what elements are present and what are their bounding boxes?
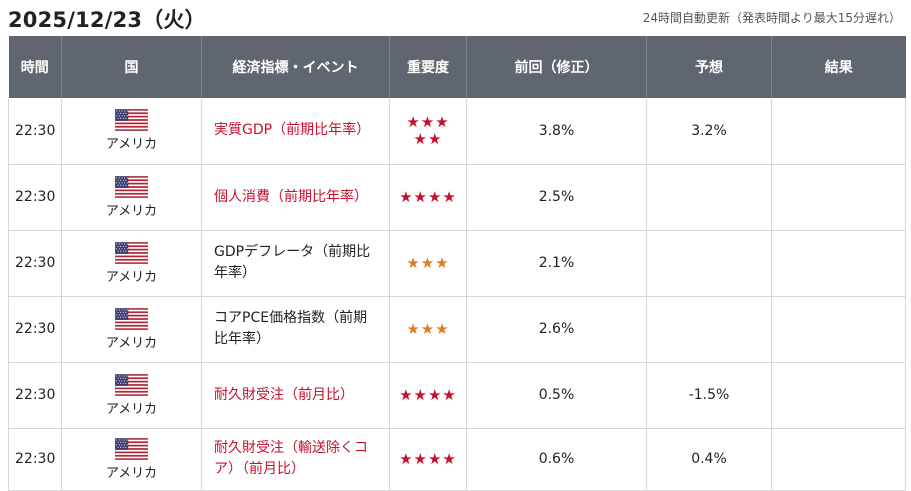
importance-stars-icon: ★★★★ (399, 449, 457, 468)
country-cell: アメリカ (61, 362, 202, 429)
country-name: アメリカ (105, 137, 158, 153)
table-row: 22:30 アメリカ 個人消 (8, 164, 906, 231)
country-cell: アメリカ (61, 98, 202, 165)
previous-value: 2.5% (466, 164, 647, 231)
us-flag-icon (115, 307, 148, 330)
forecast-value (646, 230, 772, 297)
time-cell: 22:30 (8, 98, 62, 165)
importance-cell: ★★★ (389, 296, 467, 363)
event-name: 実質GDP（前期比年率） (201, 98, 390, 165)
event-name: 耐久財受注（輸送除くコア）（前月比） (201, 428, 390, 491)
country-cell: アメリカ (61, 428, 202, 491)
page-title: 2025/12/23（火） (8, 8, 206, 32)
column-header-result: 結果 (771, 36, 906, 98)
importance-cell: ★★★★ (389, 362, 467, 429)
table-header-row: 時間 国 経済指標・イベント 重要度 前回（修正） 予想 結果 (8, 36, 906, 98)
country-name: アメリカ (105, 401, 158, 417)
economic-calendar-table: 時間 国 経済指標・イベント 重要度 前回（修正） 予想 結果 22:30 (8, 36, 906, 491)
previous-value: 3.8% (466, 98, 647, 165)
previous-value: 0.5% (466, 362, 647, 429)
country-name: アメリカ (105, 465, 158, 481)
forecast-value (646, 296, 772, 363)
importance-cell: ★★★★ (389, 164, 467, 231)
importance-stars-icon: ★★★★ (399, 187, 457, 206)
us-flag-icon (115, 175, 148, 198)
country-cell: アメリカ (61, 230, 202, 297)
result-value (771, 296, 906, 363)
us-flag-icon (115, 241, 148, 264)
previous-value: 0.6% (466, 428, 647, 491)
event-name: コアPCE価格指数（前期比年率） (201, 296, 390, 363)
event-name: 個人消費（前期比年率） (201, 164, 390, 231)
importance-stars-icon: ★★★★ (399, 385, 457, 404)
column-header-event: 経済指標・イベント (201, 36, 390, 98)
us-flag-icon (115, 109, 148, 132)
time-cell: 22:30 (8, 164, 62, 231)
country-cell: アメリカ (61, 164, 202, 231)
column-header-country: 国 (61, 36, 202, 98)
time-cell: 22:30 (8, 296, 62, 363)
column-header-time: 時間 (8, 36, 62, 98)
previous-value: 2.6% (466, 296, 647, 363)
result-value (771, 428, 906, 491)
country-name: アメリカ (105, 269, 158, 285)
time-cell: 22:30 (8, 362, 62, 429)
table-row: 22:30 アメリカ 耐久財 (8, 428, 906, 491)
time-cell: 22:30 (8, 428, 62, 491)
result-value (771, 230, 906, 297)
column-header-forecast: 予想 (646, 36, 772, 98)
result-value (771, 98, 906, 165)
forecast-value (646, 164, 772, 231)
country-name: アメリカ (105, 335, 158, 351)
column-header-importance: 重要度 (389, 36, 467, 98)
calendar-header: 2025/12/23（火） 24時間自動更新（発表時間より最大15分遅れ） (0, 0, 911, 36)
country-name: アメリカ (105, 203, 158, 219)
importance-cell: ★★★ ★★ (389, 98, 467, 165)
table-row: 22:30 アメリカ コアP (8, 296, 906, 363)
importance-cell: ★★★★ (389, 428, 467, 491)
country-cell: アメリカ (61, 296, 202, 363)
importance-stars-icon: ★★★ (406, 253, 450, 272)
time-cell: 22:30 (8, 230, 62, 297)
table-row: 22:30 アメリカ 耐久財 (8, 362, 906, 429)
us-flag-icon (115, 437, 148, 460)
result-value (771, 362, 906, 429)
result-value (771, 164, 906, 231)
forecast-value: -1.5% (646, 362, 772, 429)
importance-cell: ★★★ (389, 230, 467, 297)
forecast-value: 0.4% (646, 428, 772, 491)
event-name: GDPデフレータ（前期比年率） (201, 230, 390, 297)
event-name: 耐久財受注（前月比） (201, 362, 390, 429)
importance-stars-icon: ★★★ ★★ (406, 112, 450, 148)
forecast-value: 3.2% (646, 98, 772, 165)
table-row: 22:30 アメリカ 実質G (8, 98, 906, 165)
update-note: 24時間自動更新（発表時間より最大15分遅れ） (642, 11, 901, 25)
previous-value: 2.1% (466, 230, 647, 297)
column-header-previous: 前回（修正） (466, 36, 647, 98)
table-row: 22:30 アメリカ GDP (8, 230, 906, 297)
us-flag-icon (115, 373, 148, 396)
importance-stars-icon: ★★★ (406, 319, 450, 338)
